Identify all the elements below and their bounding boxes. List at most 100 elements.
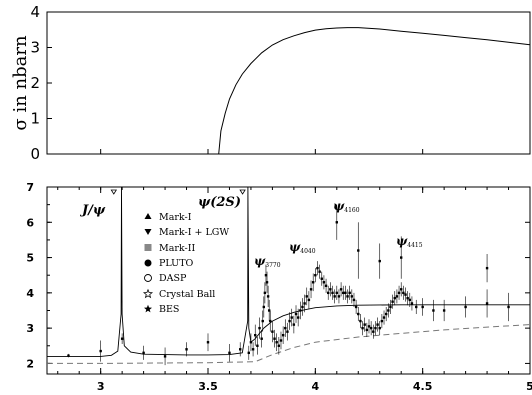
point-marker [393,296,396,300]
data-point [318,264,321,279]
data-point [267,299,271,322]
data-point [397,285,401,300]
point-marker [206,341,210,344]
point-marker [288,319,291,323]
point-marker [286,330,289,333]
point-marker [261,319,264,323]
point-marker [318,270,321,273]
data-point [303,294,306,313]
data-point [400,236,403,279]
data-point [273,329,276,348]
psi2s-arrow [239,189,246,195]
data-point [421,298,424,316]
data-point [269,310,272,332]
data-point [357,306,360,322]
data-point [266,285,270,307]
point-marker [400,288,403,291]
point-marker [301,305,304,309]
psi3770-sub: 3770 [265,262,280,269]
point-marker [363,323,366,326]
data-point [251,342,255,357]
top-y-tick-label: 1 [30,110,40,128]
data-point [288,312,291,330]
point-marker [365,328,369,332]
point-marker [265,281,269,284]
data-point [361,321,364,336]
legend-label: Mark-I + LGW [159,227,229,238]
data-point [185,342,188,357]
psi4160-label: ψ4160 [333,199,360,214]
point-marker [275,341,278,344]
point-marker [163,355,167,358]
point-marker [354,305,358,309]
bottom-y-ticks: 2 3 4 5 6 7 [26,181,530,370]
data-point [260,329,263,348]
point-marker [294,312,298,316]
data-point [258,317,261,339]
data-point [271,321,274,343]
data-point [286,322,289,341]
triangle-down-icon [144,229,152,235]
filled-circle-icon [144,259,152,267]
top-y-ticks: 0 1 2 3 4 [30,3,531,163]
psi4040-main: ψ [289,240,301,254]
data-point [277,336,281,355]
baseline-dashed-curve [47,324,531,364]
legend-entry-dasp: DASP [144,273,187,284]
point-marker [247,351,250,355]
data-point [378,321,381,336]
point-marker [339,288,343,291]
data-point [305,287,308,306]
point-marker [267,309,271,312]
point-marker [269,319,272,323]
legend-label: DASP [159,273,187,284]
point-marker [372,330,375,333]
data-point [316,261,319,276]
data-point [485,289,489,318]
point-marker [311,281,315,284]
legend-entry-mark-i: Mark-I [144,212,192,223]
point-marker [260,337,263,340]
data-point [404,287,407,302]
point-marker [251,348,255,351]
data-point [400,282,403,297]
data-point [265,271,269,293]
data-point [389,299,392,315]
data-point [372,324,375,339]
point-marker [99,349,102,353]
point-marker [374,326,377,330]
point-marker [303,302,306,305]
point-marker [324,284,328,287]
data-point [342,285,345,300]
point-marker [254,333,257,337]
point-marker [335,291,338,295]
bottom-x-tick-label: 4 [312,380,320,393]
point-marker [309,288,313,291]
bottom-y-tick-label: 7 [26,181,34,194]
legend-label: Mark-II [159,243,195,254]
point-marker [357,312,360,316]
top-plot-frame [46,11,531,155]
point-marker [367,325,371,328]
data-point [374,321,377,336]
data-point [284,319,287,337]
data-point [391,294,394,309]
psi4160-sub: 4160 [344,207,359,214]
data-point [99,340,102,362]
data-point [142,345,145,360]
top-y-axis-label: σ in nbarn [10,35,31,131]
legend-label: Mark-I [159,212,192,223]
data-point [327,285,330,300]
data-point [346,289,349,304]
data-point [309,280,313,299]
bottom-plot-frame [46,186,531,375]
point-marker [305,295,308,298]
point-marker [464,305,467,309]
data-point [307,291,311,309]
data-point [239,342,242,357]
data-point [331,285,334,300]
data-point [322,275,326,290]
data-points [67,204,510,366]
